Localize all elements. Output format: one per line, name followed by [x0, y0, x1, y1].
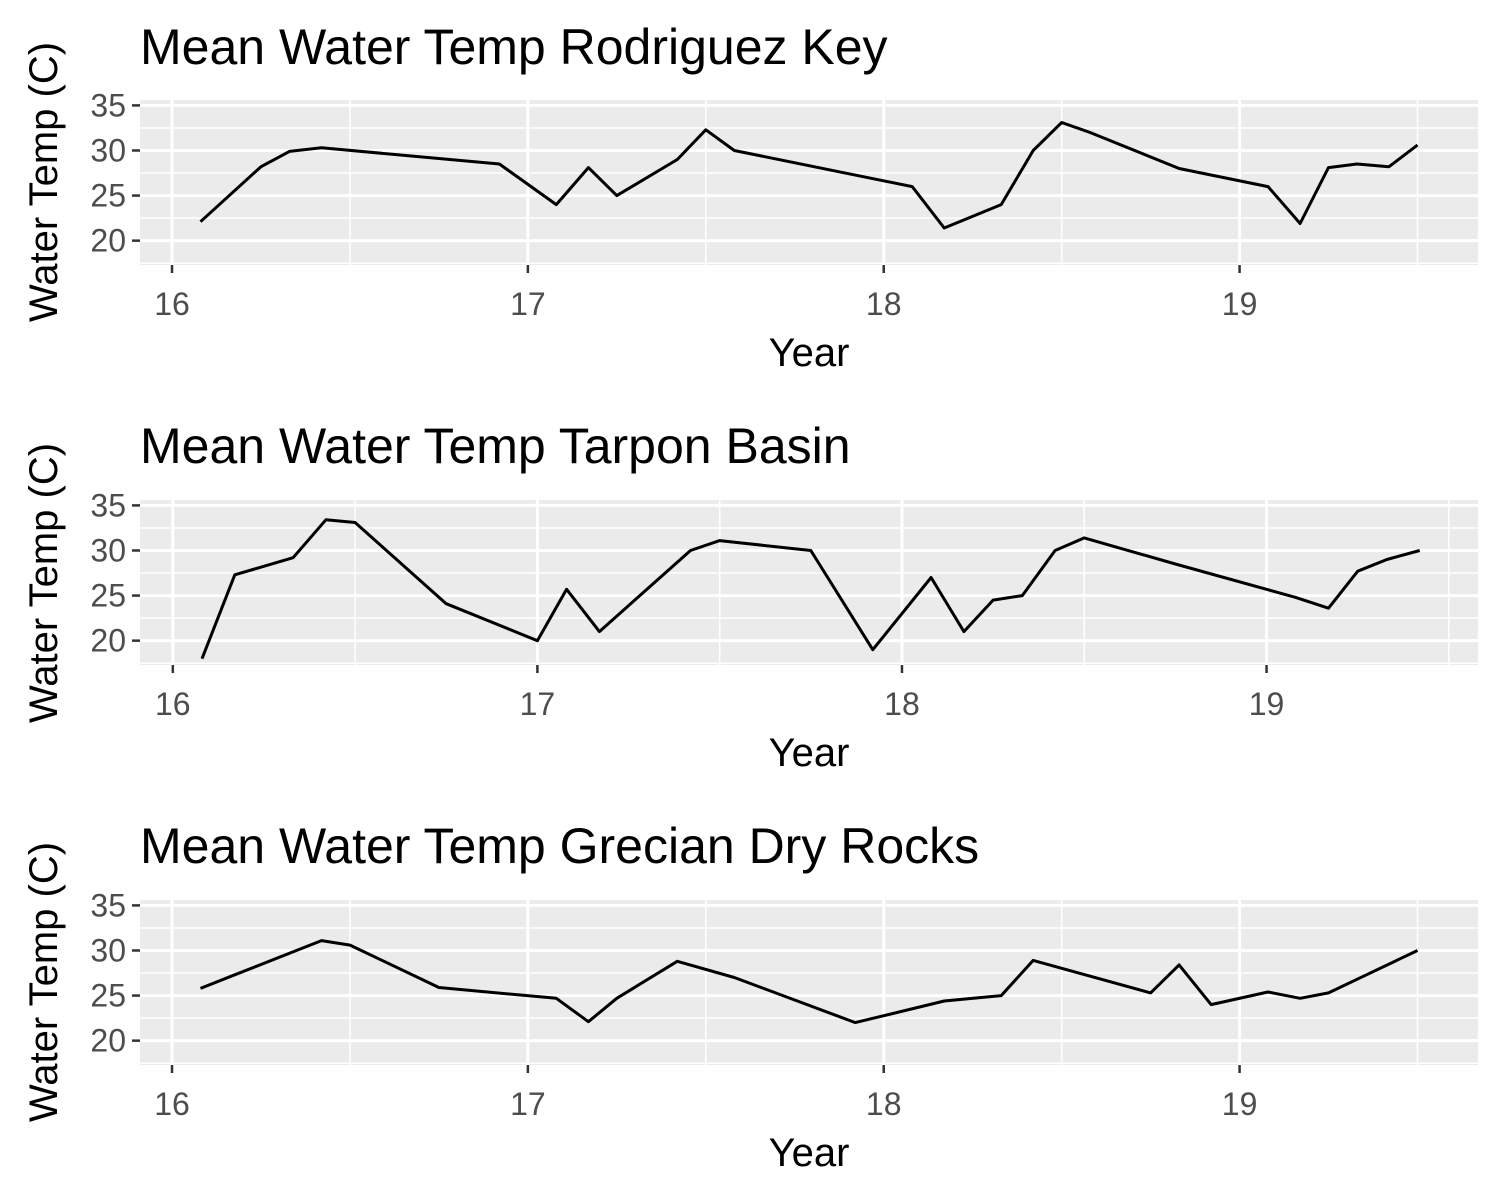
y-axis-title: Water Temp (C)	[22, 842, 66, 1122]
y-axis-ticks	[132, 504, 140, 642]
chart-panel-rodriguez-key: Mean Water Temp Rodriguez Key 16 17 18 1…	[22, 19, 1478, 375]
data-series	[200, 518, 1421, 660]
y-axis-title: Water Temp (C)	[22, 443, 66, 723]
x-tick-label: 16	[155, 686, 191, 722]
y-tick-label: 20	[90, 1023, 126, 1059]
y-axis-title: Water Temp (C)	[22, 42, 66, 322]
x-axis-ticks	[170, 265, 1241, 273]
y-tick-label: 35	[90, 487, 126, 523]
x-axis-title: Year	[769, 731, 850, 775]
y-tick-label: 30	[90, 532, 126, 568]
data-series	[199, 939, 1419, 1025]
chart-panel-grecian-dry-rocks: Mean Water Temp Grecian Dry Rocks 16 17 …	[22, 818, 1478, 1175]
y-tick-labels: 20 25 30 35	[90, 87, 126, 258]
x-tick-label: 16	[154, 1086, 190, 1122]
x-tick-label: 19	[1222, 286, 1258, 322]
grid-minor	[140, 100, 1478, 265]
chart-title: Mean Water Temp Tarpon Basin	[140, 418, 851, 474]
x-tick-label: 19	[1249, 686, 1285, 722]
y-tick-label: 30	[90, 132, 126, 168]
x-tick-label: 19	[1222, 1086, 1258, 1122]
y-tick-label: 20	[90, 623, 126, 659]
chart-title: Mean Water Temp Rodriguez Key	[140, 19, 888, 75]
y-tick-labels: 20 25 30 35	[90, 487, 126, 658]
x-tick-label: 17	[510, 286, 546, 322]
y-tick-labels: 20 25 30 35	[90, 887, 126, 1058]
y-tick-label: 35	[90, 87, 126, 123]
x-axis-ticks	[171, 665, 1268, 673]
chart-title: Mean Water Temp Grecian Dry Rocks	[140, 818, 979, 874]
x-tick-label: 18	[866, 1086, 902, 1122]
series-line	[200, 518, 1421, 660]
y-tick-label: 35	[90, 887, 126, 923]
x-tick-label: 17	[510, 1086, 546, 1122]
x-tick-label: 18	[866, 286, 902, 322]
x-axis-title: Year	[769, 331, 850, 375]
x-tick-label: 17	[520, 686, 556, 722]
series-line	[199, 121, 1419, 230]
grid-minor	[140, 900, 1478, 1065]
data-series	[199, 121, 1419, 230]
series-line	[199, 939, 1419, 1025]
y-tick-label: 25	[90, 178, 126, 214]
x-tick-labels: 16 17 18 19	[154, 286, 1257, 322]
x-tick-label: 16	[154, 286, 190, 322]
y-axis-ticks	[132, 104, 140, 242]
x-tick-labels: 16 17 18 19	[155, 686, 1284, 722]
y-tick-label: 30	[90, 932, 126, 968]
x-axis-ticks	[170, 1065, 1241, 1073]
y-tick-label: 25	[90, 578, 126, 614]
y-tick-label: 20	[90, 223, 126, 259]
chart-panel-tarpon-basin: Mean Water Temp Tarpon Basin 16 17 18 19…	[22, 418, 1478, 775]
x-tick-labels: 16 17 18 19	[154, 1086, 1257, 1122]
y-axis-ticks	[132, 904, 140, 1042]
x-axis-title: Year	[769, 1131, 850, 1175]
y-tick-label: 25	[90, 978, 126, 1014]
x-tick-label: 18	[884, 686, 920, 722]
